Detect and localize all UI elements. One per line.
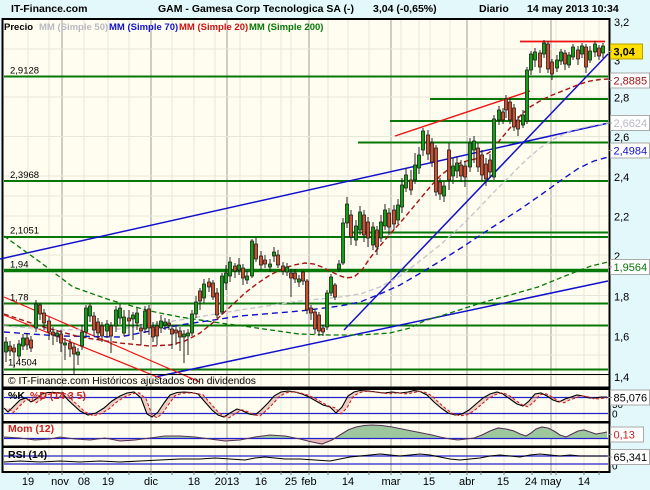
svg-text:Diario: Diario bbox=[479, 3, 509, 15]
svg-text:3,2: 3,2 bbox=[614, 17, 629, 29]
svg-text:25: 25 bbox=[285, 476, 297, 488]
svg-text:GAM - Gamesa Corp Tecnologica: GAM - Gamesa Corp Tecnologica SA (-) bbox=[158, 3, 354, 15]
svg-text:0,13: 0,13 bbox=[614, 430, 635, 442]
svg-text:15: 15 bbox=[423, 476, 435, 488]
svg-text:1,94: 1,94 bbox=[10, 260, 29, 271]
svg-text:nov: nov bbox=[51, 476, 69, 488]
svg-text:2,3968: 2,3968 bbox=[10, 170, 39, 181]
svg-text:24: 24 bbox=[525, 476, 537, 488]
svg-text:2,9128: 2,9128 bbox=[10, 66, 39, 77]
svg-text:1,78: 1,78 bbox=[10, 293, 29, 304]
svg-text:18: 18 bbox=[188, 476, 200, 488]
svg-text:Precio: Precio bbox=[4, 22, 33, 33]
svg-text:MM (Simple 20): MM (Simple 20) bbox=[179, 22, 248, 33]
svg-text:abr: abr bbox=[459, 476, 475, 488]
svg-text:may: may bbox=[541, 476, 562, 488]
svg-text:2,4984: 2,4984 bbox=[614, 146, 648, 158]
svg-text:MM (Simple 50): MM (Simple 50) bbox=[39, 22, 108, 33]
svg-text:19: 19 bbox=[102, 476, 114, 488]
svg-text:© IT-Finance.com Históricos a: © IT-Finance.com Históricos ajustados co… bbox=[8, 376, 256, 387]
svg-text:15: 15 bbox=[497, 476, 509, 488]
svg-text:2,8885: 2,8885 bbox=[614, 76, 648, 88]
svg-text:1,4504: 1,4504 bbox=[8, 358, 37, 369]
svg-text:2,8: 2,8 bbox=[614, 93, 629, 105]
svg-text:RSI (14): RSI (14) bbox=[8, 449, 47, 461]
svg-text:2,1051: 2,1051 bbox=[10, 226, 39, 237]
svg-text:14 may 2013 10:34: 14 may 2013 10:34 bbox=[527, 3, 619, 15]
svg-text:2,2: 2,2 bbox=[614, 212, 629, 224]
svg-text:%D (14 3 5): %D (14 3 5) bbox=[30, 390, 86, 402]
svg-text:3: 3 bbox=[614, 56, 620, 68]
svg-text:MM (Simple 70): MM (Simple 70) bbox=[109, 22, 178, 33]
svg-text:1,9564: 1,9564 bbox=[614, 262, 648, 274]
svg-text:2,6624: 2,6624 bbox=[614, 118, 648, 130]
svg-text:2,6: 2,6 bbox=[614, 132, 629, 144]
svg-text:dic: dic bbox=[144, 476, 159, 488]
svg-text:65,341: 65,341 bbox=[614, 452, 648, 464]
svg-text:19: 19 bbox=[22, 476, 34, 488]
svg-text:2,4: 2,4 bbox=[614, 172, 629, 184]
svg-text:2: 2 bbox=[614, 251, 620, 263]
svg-text:MM (Simple 200): MM (Simple 200) bbox=[249, 22, 323, 33]
svg-text:16: 16 bbox=[255, 476, 267, 488]
svg-text:0: 0 bbox=[612, 462, 618, 473]
svg-text:14: 14 bbox=[578, 476, 590, 488]
svg-text:0: 0 bbox=[612, 410, 618, 421]
svg-text:Mom (12): Mom (12) bbox=[8, 423, 54, 435]
svg-text:14: 14 bbox=[342, 476, 354, 488]
svg-text:mar: mar bbox=[382, 476, 401, 488]
svg-text:1,4: 1,4 bbox=[614, 372, 629, 384]
svg-text:1,8: 1,8 bbox=[614, 292, 629, 304]
svg-text:08: 08 bbox=[78, 476, 90, 488]
svg-text:85,076: 85,076 bbox=[614, 393, 648, 405]
svg-text:3,04: 3,04 bbox=[614, 47, 636, 59]
svg-text:3,04 (-0,65%): 3,04 (-0,65%) bbox=[373, 3, 437, 15]
svg-text:IT-Finance.com: IT-Finance.com bbox=[11, 3, 87, 15]
svg-text:1,6: 1,6 bbox=[614, 332, 629, 344]
svg-text:feb: feb bbox=[301, 476, 316, 488]
svg-text:%K: %K bbox=[8, 390, 25, 402]
svg-text:2013: 2013 bbox=[215, 476, 239, 488]
